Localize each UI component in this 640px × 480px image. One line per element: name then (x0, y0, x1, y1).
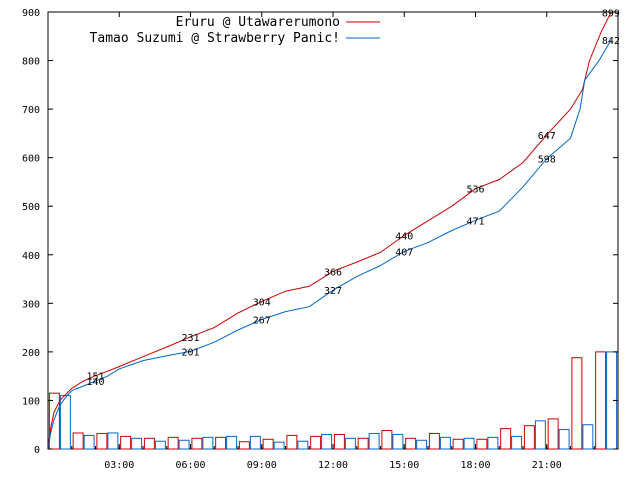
bar-blue-3 (131, 437, 143, 450)
bar-red-9 (262, 438, 274, 450)
series-line-0 (47, 12, 612, 450)
bar-red-14 (381, 430, 393, 450)
bar-red-21 (547, 418, 559, 450)
bar-red-10 (286, 434, 298, 450)
y-tick-label-3: 300 (22, 299, 40, 310)
legend-label-1: Tamao Suzumi @ Strawberry Panic! (90, 31, 340, 46)
bar-blue-4 (154, 440, 166, 450)
bar-red-17 (452, 438, 464, 450)
bar-red-23 (595, 351, 607, 450)
bar-blue-0 (59, 395, 71, 450)
data-label-0-4: 440 (395, 231, 413, 242)
bar-blue-18 (487, 436, 499, 450)
bar-red-4 (143, 437, 155, 450)
data-label-1-1: 201 (181, 347, 199, 358)
bar-layer (48, 351, 618, 450)
data-label-1-7: 842 (602, 36, 620, 47)
x-tick-label-3: 12:00 (318, 460, 348, 471)
bar-blue-21 (558, 429, 570, 450)
bar-blue-19 (511, 435, 523, 450)
bar-red-22 (571, 357, 583, 450)
y-tick-label-9: 900 (22, 8, 40, 19)
y-tick-label-5: 500 (22, 202, 40, 213)
bar-blue-22 (582, 424, 594, 450)
y-tick-label-1: 100 (22, 396, 40, 407)
bar-blue-7 (226, 435, 238, 450)
bar-red-12 (333, 433, 345, 450)
data-label-0-1: 231 (181, 333, 199, 344)
data-label-1-4: 407 (395, 247, 413, 258)
y-tick-label-0: 0 (34, 445, 40, 456)
bar-blue-12 (344, 437, 356, 450)
x-tick-label-5: 18:00 (460, 460, 490, 471)
data-label-1-2: 267 (253, 315, 271, 326)
plot-frame (47, 11, 619, 450)
y-tick-label-2: 200 (22, 348, 40, 359)
x-tick-label-6: 21:00 (532, 460, 562, 471)
bar-red-2 (96, 432, 108, 450)
y-tick-label-7: 700 (22, 105, 40, 116)
data-label-layer: 151 231 304 366 440 536 647 899 140 201 267 327 407 4… (86, 8, 619, 388)
bar-red-18 (476, 438, 488, 450)
bar-blue-14 (392, 433, 404, 450)
bar-red-3 (120, 435, 132, 450)
data-label-1-5: 471 (466, 216, 484, 227)
bar-red-6 (191, 437, 203, 450)
bar-red-16 (428, 432, 440, 450)
y-tick-label-8: 800 (22, 57, 40, 68)
bar-blue-20 (534, 420, 546, 450)
line-layer (47, 12, 612, 450)
y-tick-label-6: 600 (22, 154, 40, 165)
bar-blue-16 (439, 436, 451, 450)
data-label-0-5: 536 (466, 185, 484, 196)
bar-blue-2 (107, 432, 119, 450)
x-tick-label-4: 15:00 (389, 460, 419, 471)
bar-blue-8 (249, 435, 261, 450)
y-tick-label-4: 400 (22, 251, 40, 262)
bar-blue-13 (368, 432, 380, 450)
data-label-1-6: 598 (538, 155, 556, 166)
legend-label-0: Eruru @ Utawarerumono (176, 15, 340, 30)
bar-red-7 (215, 436, 227, 450)
bar-red-11 (310, 435, 322, 450)
data-label-1-0: 140 (86, 377, 104, 388)
data-label-0-0: 151 (86, 372, 104, 383)
bar-blue-5 (178, 439, 190, 450)
bar-blue-11 (321, 433, 333, 450)
bar-blue-10 (297, 440, 309, 450)
bar-blue-1 (83, 434, 95, 450)
bar-red-20 (523, 425, 535, 450)
axis-layer: 0 100 200 300 400 500 600 700 800 900 03:00 06:00 09… (22, 8, 619, 471)
bar-red-15 (405, 437, 417, 450)
bar-blue-6 (202, 436, 214, 450)
data-label-0-3: 366 (324, 267, 342, 278)
series-line-1 (47, 39, 612, 450)
bar-blue-15 (416, 439, 428, 450)
x-tick-label-1: 06:00 (175, 460, 205, 471)
bar-red-19 (500, 428, 512, 450)
bar-red-13 (357, 437, 369, 450)
bar-blue-9 (273, 441, 285, 450)
bar-red-5 (167, 436, 179, 450)
bar-blue-17 (463, 437, 475, 450)
data-label-0-7: 899 (602, 8, 620, 19)
data-label-0-6: 647 (538, 131, 556, 142)
x-tick-label-0: 03:00 (104, 460, 134, 471)
x-tick-label-2: 09:00 (247, 460, 277, 471)
data-label-0-2: 304 (253, 297, 271, 308)
bar-red-8 (238, 441, 250, 450)
bar-red-0 (48, 392, 60, 450)
bar-red-1 (72, 432, 84, 450)
data-label-1-3: 327 (324, 286, 342, 297)
